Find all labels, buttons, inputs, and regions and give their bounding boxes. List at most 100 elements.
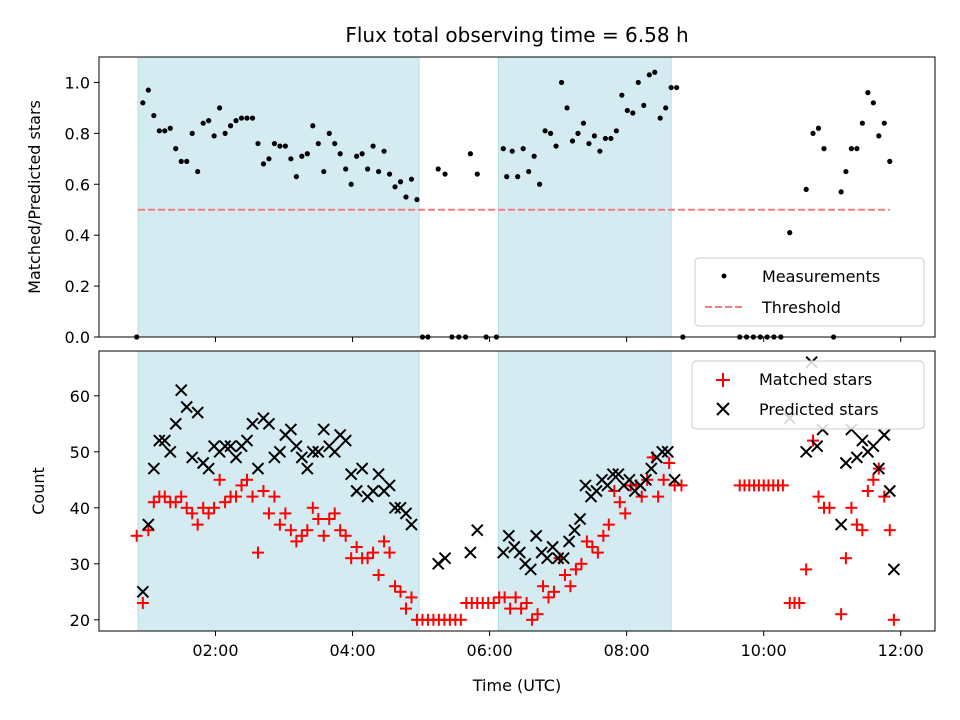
measurements-point bbox=[646, 72, 652, 78]
predicted-stars-point bbox=[590, 484, 603, 498]
xtick-label: 06:00 bbox=[467, 641, 513, 660]
measurements-point bbox=[764, 334, 770, 340]
measurements-point bbox=[737, 334, 743, 340]
matched-stars-point bbox=[823, 501, 836, 514]
predicted-stars-point bbox=[887, 563, 901, 576]
measurements-point bbox=[238, 115, 245, 121]
predicted-stars-point bbox=[262, 417, 276, 431]
predicted-stars-point bbox=[601, 479, 614, 492]
measurements-point bbox=[630, 110, 636, 116]
legend-predicted-marker bbox=[716, 402, 730, 416]
predicted-stars-point bbox=[202, 462, 215, 475]
legend-matched-label: Matched stars bbox=[759, 370, 872, 389]
predicted-stars-point bbox=[224, 439, 237, 453]
measurements-point bbox=[359, 151, 365, 157]
measurements-point bbox=[321, 168, 327, 175]
measurements-point bbox=[145, 87, 151, 93]
matched-stars-point bbox=[389, 580, 402, 593]
measurements-point bbox=[537, 181, 543, 187]
matched-stars-point bbox=[839, 552, 852, 565]
ratio-ytick-label: 0.8 bbox=[65, 124, 90, 143]
measurements-point bbox=[189, 130, 195, 136]
measurements-point bbox=[392, 184, 398, 190]
matched-stars-point bbox=[597, 529, 610, 542]
predicted-stars-point bbox=[639, 473, 653, 487]
matched-stars-point bbox=[537, 580, 550, 593]
measurements-point bbox=[624, 107, 630, 114]
predicted-stars-point bbox=[606, 467, 620, 481]
measurements-point bbox=[635, 79, 641, 86]
measurements-point bbox=[870, 100, 876, 106]
matched-stars-point bbox=[284, 524, 297, 537]
predicted-stars-point bbox=[306, 445, 320, 459]
measurements-point bbox=[140, 100, 146, 106]
matched-stars-point bbox=[580, 535, 593, 548]
predicted-stars-point bbox=[623, 473, 636, 487]
predicted-stars-point bbox=[295, 451, 309, 464]
matched-stars-point bbox=[569, 563, 582, 576]
measurements-point bbox=[337, 151, 343, 157]
matched-stars-point bbox=[219, 496, 232, 509]
predicted-stars-point bbox=[372, 467, 385, 481]
measurements-point bbox=[442, 171, 448, 177]
predicted-stars-point bbox=[240, 434, 254, 447]
matched-stars-point bbox=[856, 524, 869, 537]
matched-stars-point bbox=[339, 529, 352, 542]
measurements-point bbox=[520, 146, 526, 152]
matched-stars-point bbox=[663, 457, 676, 469]
measurements-point bbox=[354, 153, 360, 159]
matched-stars-point bbox=[498, 591, 511, 604]
measurements-point bbox=[467, 151, 474, 157]
measurements-point bbox=[277, 143, 283, 149]
predicted-stars-point bbox=[366, 484, 380, 498]
matched-stars-point bbox=[793, 597, 806, 609]
measurements-point bbox=[657, 115, 663, 121]
matched-stars-point bbox=[279, 507, 292, 520]
predicted-stars-point bbox=[464, 546, 477, 559]
measurements-point bbox=[449, 334, 455, 340]
ratio-legend: Measurements Threshold bbox=[694, 257, 925, 327]
measurements-point bbox=[222, 130, 228, 136]
predicted-stars-point bbox=[551, 551, 565, 565]
measurements-point bbox=[227, 123, 234, 129]
measurements-point bbox=[743, 334, 750, 340]
count-ytick-label: 60 bbox=[70, 387, 90, 406]
predicted-stars-point bbox=[344, 467, 358, 481]
matched-stars-point bbox=[361, 552, 374, 565]
matched-stars-point bbox=[257, 485, 270, 497]
predicted-stars-point bbox=[355, 462, 369, 475]
measurements-point bbox=[668, 84, 674, 91]
matched-stars-point bbox=[861, 485, 874, 497]
predicted-stars-point bbox=[350, 484, 363, 498]
measurements-point bbox=[569, 138, 576, 144]
predicted-stars-point bbox=[388, 501, 402, 515]
matched-stars-point bbox=[378, 535, 391, 548]
matched-stars-point bbox=[246, 490, 259, 503]
matched-stars-point bbox=[142, 524, 155, 537]
xtick-label: 08:00 bbox=[604, 641, 650, 660]
predicted-stars-point bbox=[175, 383, 188, 397]
measurements-point bbox=[249, 115, 256, 121]
measurements-point bbox=[381, 148, 387, 154]
measurements-point bbox=[167, 125, 173, 131]
predicted-stars-point bbox=[185, 451, 199, 464]
measurements-point bbox=[134, 334, 140, 340]
predicted-stars-point bbox=[878, 428, 891, 442]
measurements-point bbox=[408, 176, 415, 182]
measurements-point bbox=[343, 166, 349, 172]
count-ytick-label: 20 bbox=[70, 611, 90, 630]
matched-stars-point bbox=[394, 585, 407, 598]
matched-stars-point bbox=[213, 473, 226, 486]
matched-stars-point bbox=[887, 613, 900, 626]
measurements-point bbox=[515, 174, 521, 180]
measurements-point bbox=[310, 123, 316, 129]
measurements-point bbox=[750, 334, 757, 340]
matched-stars-point bbox=[383, 546, 396, 559]
matched-stars-point bbox=[350, 541, 363, 553]
measurements-point bbox=[266, 156, 272, 162]
predicted-stars-point bbox=[405, 518, 418, 531]
predicted-stars-point bbox=[399, 507, 413, 520]
matched-stars-point bbox=[268, 490, 281, 503]
measurements-point bbox=[504, 174, 510, 180]
